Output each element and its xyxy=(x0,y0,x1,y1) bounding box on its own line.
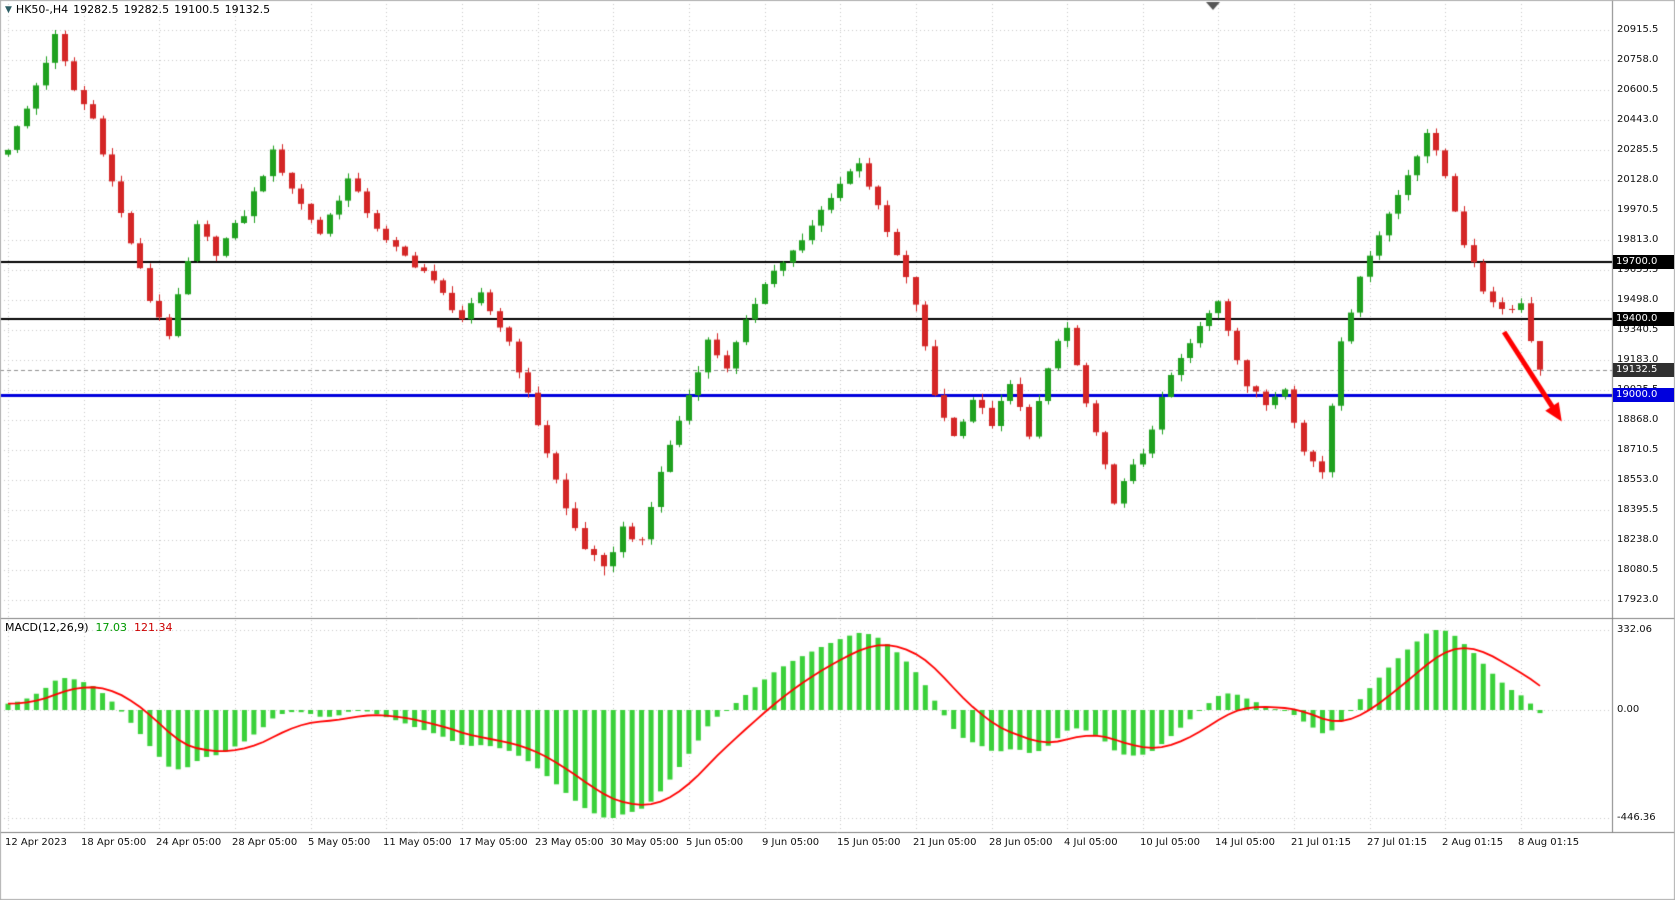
macd-indicator-label: MACD(12,26,9) 17.03 121.34 xyxy=(5,621,173,634)
macd-signal-value: 121.34 xyxy=(134,621,173,634)
macd-main-value: 17.03 xyxy=(95,621,128,634)
chart-title-bar: ▼ HK50-,H4 19282.5 19282.5 19100.5 19132.5 xyxy=(5,3,270,16)
bar-low-value: 19100.5 xyxy=(174,3,220,16)
bar-high-value: 19282.5 xyxy=(123,3,170,16)
symbol-timeframe-label: HK50-,H4 xyxy=(15,3,69,16)
symbol-dropdown-icon[interactable]: ▼ xyxy=(5,5,12,15)
macd-name: MACD(12,26,9) xyxy=(5,621,89,634)
bar-close-value: 19132.5 xyxy=(224,3,271,16)
bar-open-value: 19282.5 xyxy=(73,3,119,16)
